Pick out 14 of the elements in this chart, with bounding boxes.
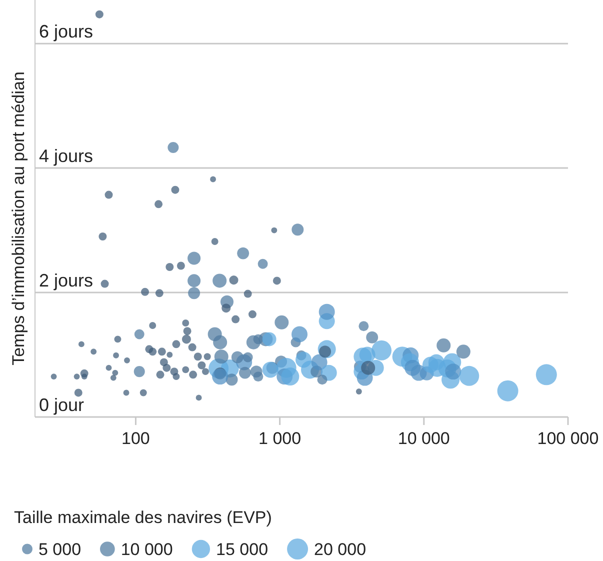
legend-label: 5 000 xyxy=(38,540,82,559)
y-tick-label: 4 jours xyxy=(39,146,94,166)
legend-label: 20 000 xyxy=(314,540,366,559)
x-tick-label: 10 000 xyxy=(398,429,450,448)
legend-label: 10 000 xyxy=(120,540,173,559)
x-tick-label: 1 000 xyxy=(258,429,302,448)
y-tick-label: 2 jours xyxy=(39,270,94,291)
y-axis-title: Temps d’immobilisation au port médian xyxy=(9,72,28,366)
x-tick-label: 100 000 xyxy=(537,429,599,448)
x-tick-label: 100 xyxy=(122,429,150,448)
y-tick-label: 6 jours xyxy=(39,22,94,42)
legend-label: 15 000 xyxy=(216,540,268,559)
y-tick-label: 0 jour xyxy=(39,395,84,415)
legend-title: Taille maximale des navires (EVP) xyxy=(14,508,272,527)
